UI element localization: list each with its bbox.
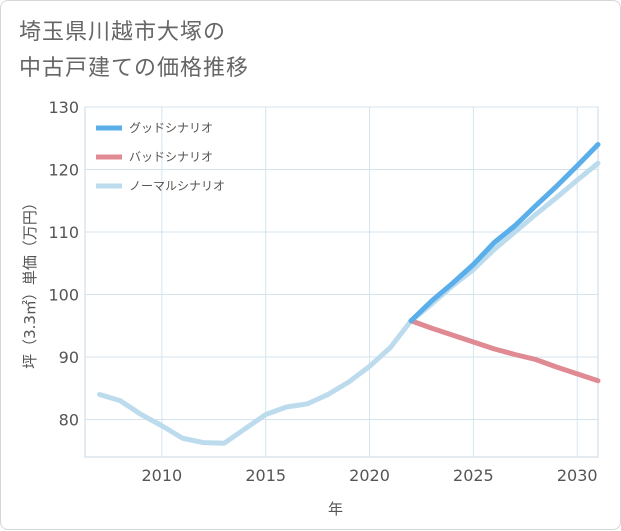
- y-tick-label: 80: [59, 411, 79, 430]
- chart-title-line1: 埼玉県川越市大塚の: [19, 20, 227, 45]
- x-axis-title: 年: [328, 500, 343, 518]
- x-tick-label: 2015: [245, 466, 286, 485]
- y-tick-label: 130: [48, 98, 79, 117]
- y-axis-title: 坪（3.3㎡）単価（万円）: [21, 195, 39, 369]
- legend-label-2: バッドシナリオ: [129, 150, 213, 164]
- y-tick-label: 90: [59, 348, 79, 367]
- chart-title-line2: 中古戸建ての価格推移: [19, 56, 250, 81]
- legend-label-3: ノーマルシナリオ: [129, 179, 225, 193]
- x-tick-label: 2010: [141, 466, 182, 485]
- legend-label-1: グッドシナリオ: [129, 121, 213, 135]
- y-tick-label: 100: [48, 286, 79, 305]
- y-tick-label: 120: [48, 161, 79, 180]
- chart-title: 埼玉県川越市大塚の 中古戸建ての価格推移: [19, 15, 579, 87]
- y-tick-label: 110: [48, 223, 79, 242]
- series-line-3: [97, 160, 601, 446]
- series-line-2: [408, 318, 601, 384]
- x-tick-label: 2020: [349, 466, 390, 485]
- plot-area: [84, 106, 599, 458]
- series-line-1: [408, 142, 601, 324]
- x-tick-label: 2030: [557, 466, 598, 485]
- x-tick-label: 2025: [453, 466, 494, 485]
